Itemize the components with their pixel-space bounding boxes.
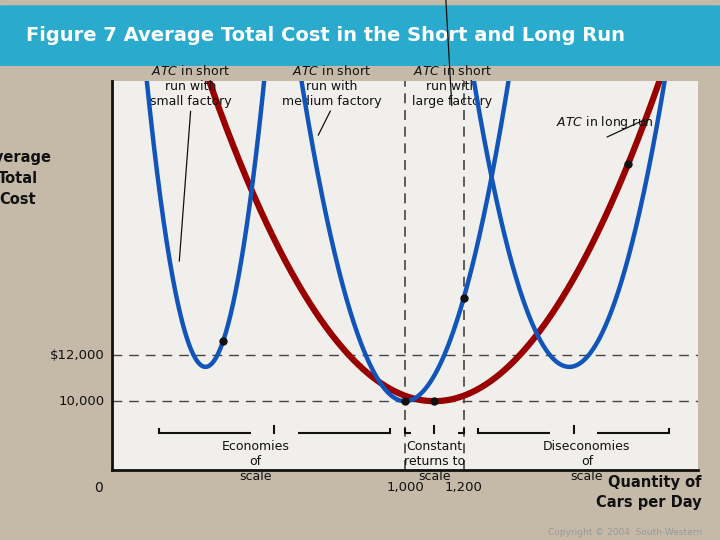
Text: $\it{ATC}$ in short
run with
small factory: $\it{ATC}$ in short run with small facto… xyxy=(150,64,232,109)
Text: Economies
of
scale: Economies of scale xyxy=(222,440,289,483)
FancyBboxPatch shape xyxy=(0,6,720,65)
Text: Quantity of
Cars per Day: Quantity of Cars per Day xyxy=(596,476,702,510)
Text: 1,200: 1,200 xyxy=(445,481,482,494)
Text: $\it{ATC}$ in short
run with
medium factory: $\it{ATC}$ in short run with medium fact… xyxy=(282,64,382,109)
Text: $\it{ATC}$ in long run: $\it{ATC}$ in long run xyxy=(556,114,654,131)
Text: $12,000: $12,000 xyxy=(50,349,104,362)
Text: Diseconomies
of
scale: Diseconomies of scale xyxy=(543,440,631,483)
Text: 1,000: 1,000 xyxy=(386,481,424,494)
Text: Constant
returns to
scale: Constant returns to scale xyxy=(404,440,465,483)
Text: $\it{ATC}$ in short
run with
large factory: $\it{ATC}$ in short run with large facto… xyxy=(412,64,492,109)
Text: Average
Total
Cost: Average Total Cost xyxy=(0,150,52,207)
Text: Figure 7 Average Total Cost in the Short and Long Run: Figure 7 Average Total Cost in the Short… xyxy=(26,26,625,45)
Text: 0: 0 xyxy=(94,481,103,495)
Text: 10,000: 10,000 xyxy=(58,395,104,408)
Text: Copyright © 2004  South-Western: Copyright © 2004 South-Western xyxy=(548,528,702,537)
